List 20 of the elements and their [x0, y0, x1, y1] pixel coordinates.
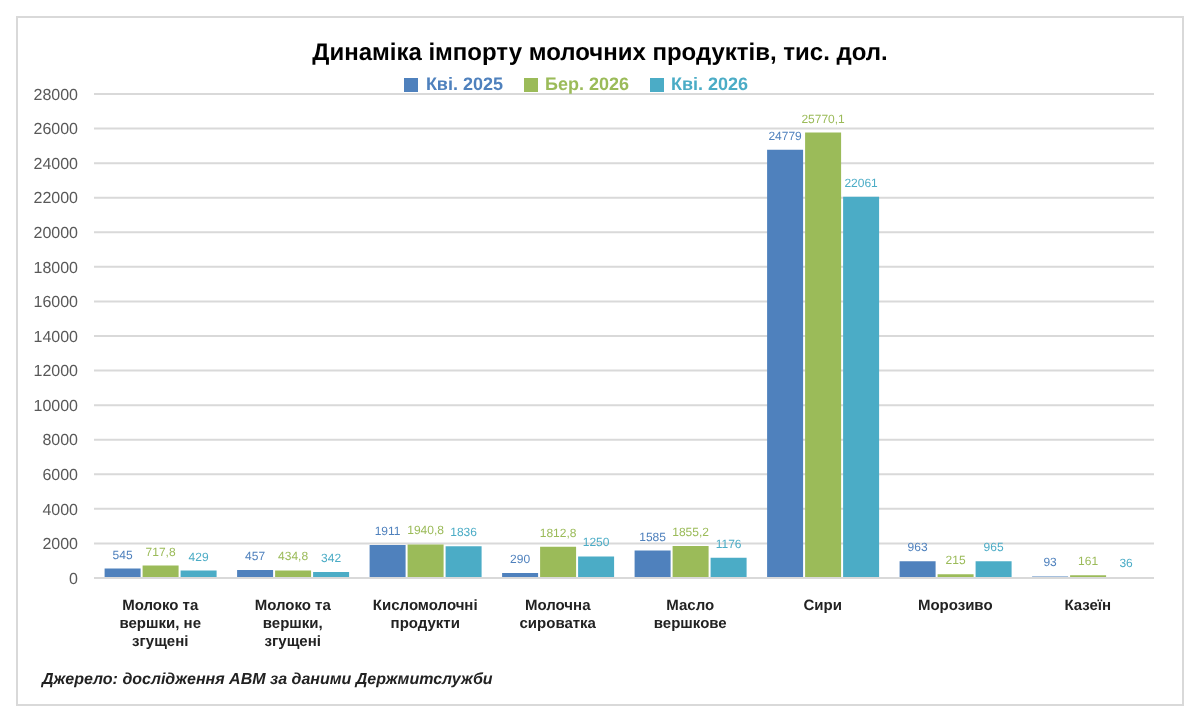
- y-tick-label: 14000: [33, 327, 80, 346]
- y-tick-label: 26000: [33, 120, 80, 139]
- legend-label: Кві. 2026: [671, 74, 749, 94]
- y-tick-label: 24000: [33, 154, 80, 173]
- y-tick-label: 2000: [42, 535, 80, 554]
- chart-title: Динаміка імпорту молочних продуктів, тис. дол.: [310, 38, 890, 66]
- y-tick-label: 16000: [33, 293, 80, 312]
- y-tick-label: 6000: [42, 465, 80, 484]
- y-tick-label: 22000: [33, 189, 80, 208]
- y-tick-label: 20000: [33, 223, 80, 242]
- y-tick-label: 12000: [33, 362, 80, 381]
- legend-label: Кві. 2025: [425, 74, 503, 94]
- y-tick-label: 0: [69, 569, 80, 588]
- y-tick-label: 4000: [42, 500, 80, 519]
- legend-label: Бер. 2026: [545, 74, 629, 94]
- text: Джерело: дослідження АВМ за даними Держмитслужби: [42, 670, 493, 688]
- y-tick-label: 28000: [33, 85, 80, 104]
- y-tick-label: 10000: [33, 396, 80, 415]
- y-tick-label: 18000: [33, 258, 80, 277]
- y-tick-label: 8000: [42, 431, 80, 450]
